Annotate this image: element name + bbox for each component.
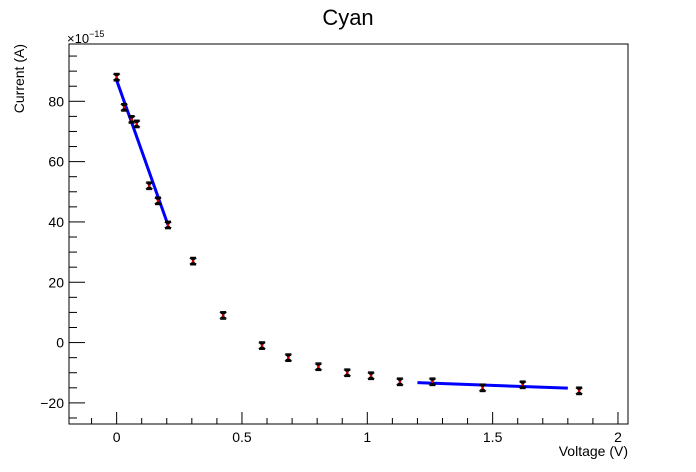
- data-point: [132, 119, 141, 129]
- x-tick-label: 2: [614, 429, 622, 445]
- data-point: [112, 72, 121, 82]
- data-point: [428, 377, 437, 387]
- plot-frame: [68, 43, 629, 425]
- data-point: [395, 377, 404, 387]
- data-point: [284, 353, 293, 363]
- x-tick-label: 0: [113, 429, 121, 445]
- data-point: [314, 362, 323, 372]
- y-tick-label: 0: [56, 335, 64, 351]
- data-point: [258, 341, 267, 350]
- fit-lines: [115, 79, 568, 390]
- y-tick-label: 80: [48, 93, 64, 109]
- data-point: [120, 102, 129, 112]
- y-tick-label: 20: [48, 274, 64, 290]
- data-point: [343, 368, 352, 378]
- y-multiplier-label: ×10−15: [67, 29, 104, 46]
- data-point: [219, 311, 228, 320]
- data-point: [478, 383, 487, 393]
- x-tick-label: 0.5: [232, 429, 252, 445]
- data-point: [367, 371, 376, 381]
- data-point: [575, 386, 584, 396]
- data-point: [145, 181, 154, 191]
- x-tick-label: 1: [363, 429, 371, 445]
- data-point: [164, 220, 173, 230]
- x-axis: 0 0.5 1 1.5 2: [91, 412, 622, 445]
- fit-line: [417, 381, 568, 390]
- data-points: [112, 72, 584, 396]
- y-tick-label: −20: [40, 395, 64, 411]
- y-tick-label: 40: [48, 214, 64, 230]
- data-point: [189, 256, 198, 266]
- y-axis: −20 0 20 40 60 80: [40, 55, 85, 419]
- y-tick-label: 60: [48, 154, 64, 170]
- data-point: [153, 196, 162, 206]
- data-point: [518, 380, 527, 390]
- chart-title: Cyan: [322, 5, 373, 30]
- x-tick-label: 1.5: [483, 429, 503, 445]
- x-axis-label: Voltage (V): [559, 443, 628, 459]
- y-axis-label: Current (A): [11, 44, 27, 113]
